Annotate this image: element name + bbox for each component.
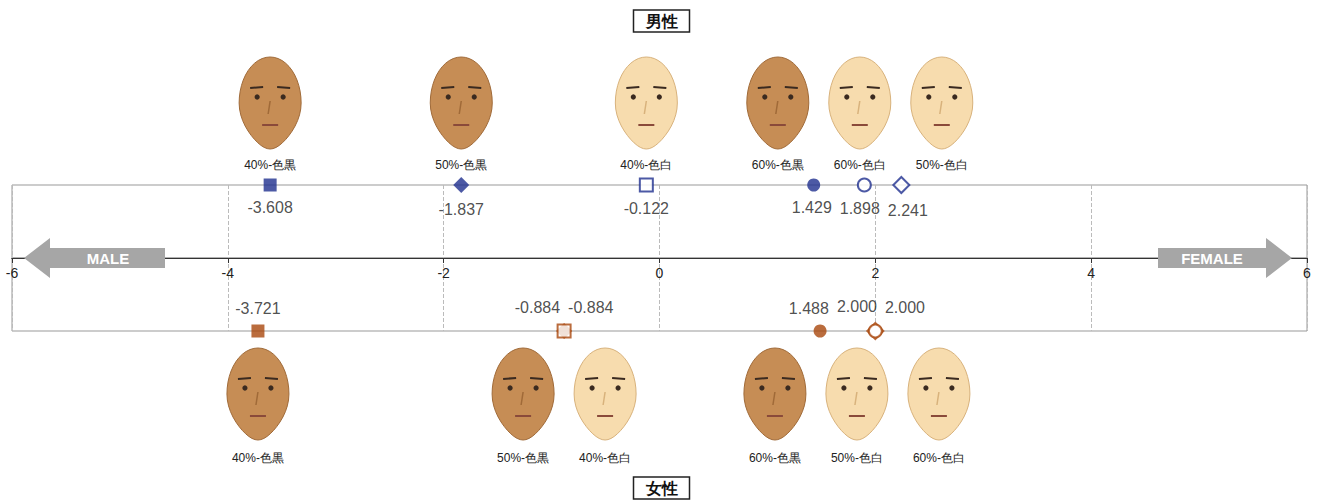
svg-text:-6: -6 (6, 265, 19, 281)
svg-text:1.488: 1.488 (789, 300, 829, 317)
svg-text:-0.884: -0.884 (568, 299, 613, 316)
svg-text:男性: 男性 (645, 13, 678, 30)
svg-text:-4: -4 (222, 265, 235, 281)
svg-text:-3.608: -3.608 (247, 199, 292, 216)
svg-text:1.898: 1.898 (840, 200, 880, 217)
svg-text:60%-色白: 60%-色白 (913, 451, 965, 465)
svg-text:MALE: MALE (87, 250, 130, 267)
svg-text:2.000: 2.000 (885, 299, 925, 316)
svg-text:2.241: 2.241 (888, 202, 928, 219)
svg-text:4: 4 (1087, 265, 1095, 281)
svg-text:2.000: 2.000 (837, 298, 877, 315)
svg-text:FEMALE: FEMALE (1181, 250, 1243, 267)
svg-text:60%-色白: 60%-色白 (834, 158, 886, 172)
svg-text:60%-色黒: 60%-色黒 (752, 158, 804, 172)
svg-text:50%-色白: 50%-色白 (916, 158, 968, 172)
svg-text:女性: 女性 (645, 480, 678, 497)
svg-text:-0.122: -0.122 (624, 200, 669, 217)
svg-text:-0.884: -0.884 (515, 299, 560, 316)
svg-text:50%-色黒: 50%-色黒 (435, 158, 487, 172)
svg-text:60%-色黒: 60%-色黒 (749, 451, 801, 465)
svg-text:50%-色白: 50%-色白 (831, 451, 883, 465)
svg-text:-1.837: -1.837 (439, 201, 484, 218)
svg-text:1.429: 1.429 (792, 199, 832, 216)
svg-text:40%-色白: 40%-色白 (579, 451, 631, 465)
svg-text:40%-色黒: 40%-色黒 (244, 158, 296, 172)
svg-text:-2: -2 (437, 265, 450, 281)
svg-text:40%-色黒: 40%-色黒 (232, 451, 284, 465)
svg-text:50%-色黒: 50%-色黒 (497, 451, 549, 465)
svg-text:2: 2 (871, 265, 879, 281)
svg-text:-3.721: -3.721 (235, 300, 280, 317)
svg-text:40%-色白: 40%-色白 (620, 158, 672, 172)
svg-text:6: 6 (1303, 265, 1311, 281)
svg-text:0: 0 (656, 265, 664, 281)
